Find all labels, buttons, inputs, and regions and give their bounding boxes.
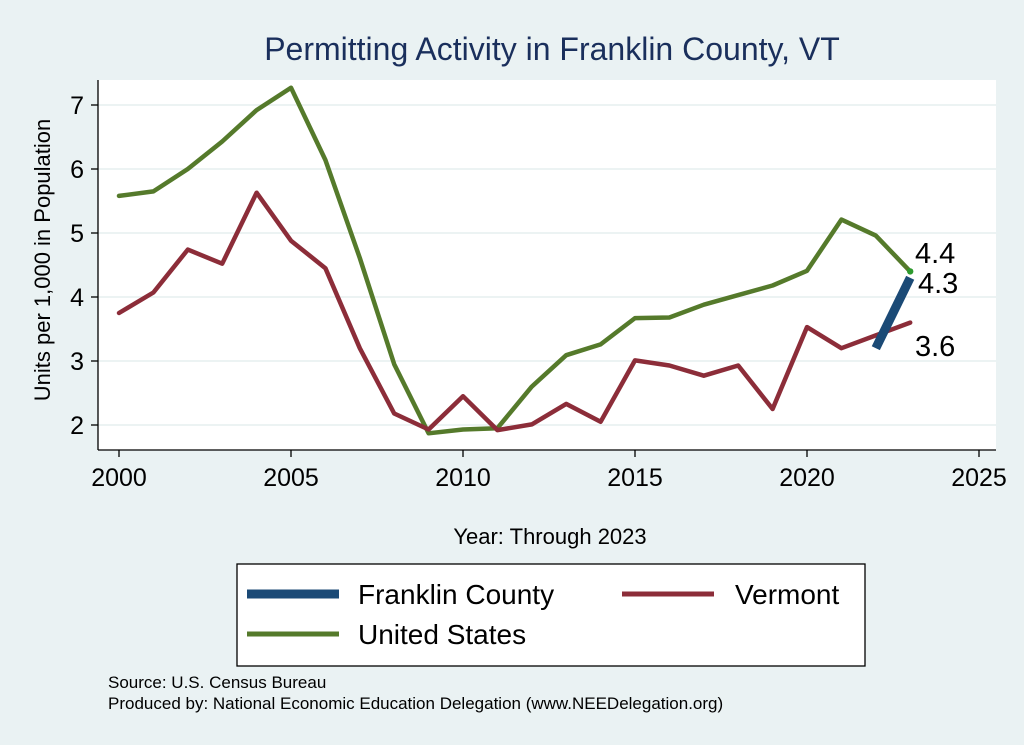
x-axis-ticks: 2000 2005 2010 2015 2020 2025 xyxy=(91,450,1007,492)
y-tick-label-6: 6 xyxy=(70,156,84,184)
us-end-marker xyxy=(907,268,914,275)
y-axis-ticks: 2 3 4 5 6 7 xyxy=(70,92,98,440)
y-tick-label-4: 4 xyxy=(70,284,84,312)
x-tick-label-2015: 2015 xyxy=(607,464,663,492)
plot-area xyxy=(98,80,996,450)
legend-label-vermont: Vermont xyxy=(735,579,839,610)
end-label-vermont: 3.6 xyxy=(915,331,955,363)
x-axis-label: Year: Through 2023 xyxy=(453,524,646,549)
legend-box xyxy=(236,563,866,667)
legend: Franklin County Vermont United States xyxy=(247,579,839,650)
series-line-vermont xyxy=(116,190,913,433)
producer-note: Produced by: National Economic Education… xyxy=(108,694,723,713)
y-tick-label-7: 7 xyxy=(70,92,84,120)
chart-title: Permitting Activity in Franklin County, … xyxy=(264,31,840,67)
end-label-united-states: 4.4 xyxy=(915,238,955,270)
x-tick-label-2000: 2000 xyxy=(91,464,147,492)
series-line-united-states xyxy=(116,85,913,436)
series-lines xyxy=(116,85,915,436)
end-label-franklin-county: 4.3 xyxy=(918,268,958,300)
x-tick-label-2005: 2005 xyxy=(263,464,319,492)
y-tick-label-3: 3 xyxy=(70,348,84,376)
legend-label-franklin-county: Franklin County xyxy=(358,579,554,610)
x-tick-label-2025: 2025 xyxy=(951,464,1007,492)
series-line-franklin-county xyxy=(871,275,915,351)
y-axis-label: Units per 1,000 in Population xyxy=(30,119,55,402)
legend-label-united-states: United States xyxy=(358,619,526,650)
gridlines xyxy=(98,104,996,426)
y-tick-label-2: 2 xyxy=(70,412,84,440)
x-tick-label-2020: 2020 xyxy=(779,464,835,492)
source-note: Source: U.S. Census Bureau xyxy=(108,673,326,692)
x-tick-label-2010: 2010 xyxy=(435,464,491,492)
end-labels: 4.3 3.6 4.4 xyxy=(915,238,958,363)
y-tick-label-5: 5 xyxy=(70,220,84,248)
